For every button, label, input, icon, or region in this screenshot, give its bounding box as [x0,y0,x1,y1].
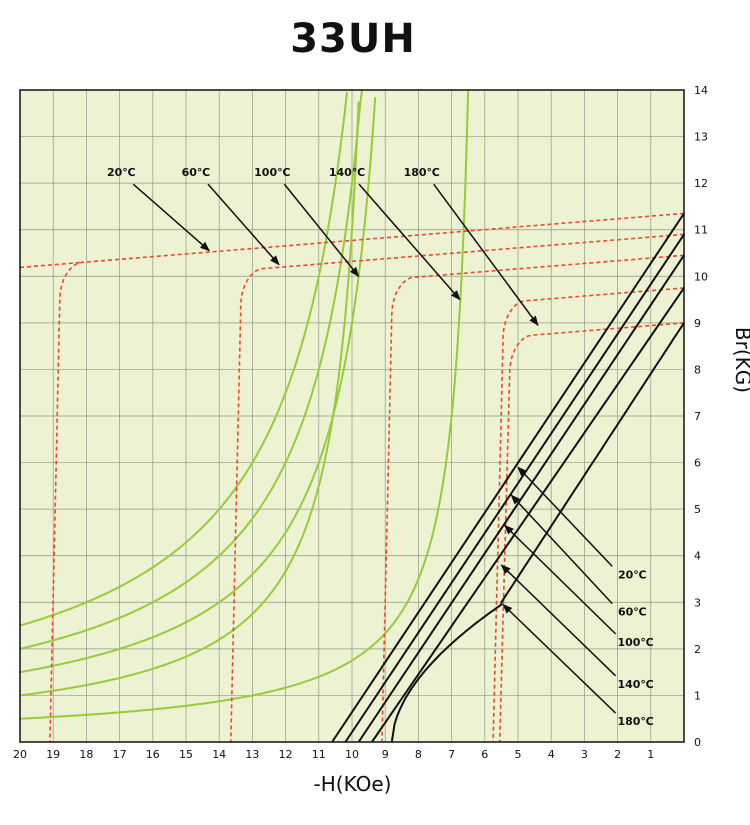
energy-curve-1 [19,92,348,627]
temp-arrow-top [132,183,210,252]
energy-product-curves [19,89,470,720]
x-tick-label: 17 [113,748,127,761]
temp-arrow-top [433,183,539,326]
y-tick-label: 14 [694,84,708,97]
x-tick-label: 13 [245,748,259,761]
intrinsic-curve-180℃ [390,322,685,743]
temp-arrow-top [283,183,360,278]
demag-curve-20℃ [49,212,685,743]
y-tick-label: 7 [694,410,701,423]
energy-curve-4 [19,101,360,697]
temp-label-top: 180℃ [404,166,440,179]
temp-arrow-right [500,564,617,677]
y-tick-label: 12 [694,177,708,190]
x-tick-label: 11 [312,748,326,761]
energy-curve-3 [19,97,377,674]
x-tick-label: 18 [79,748,93,761]
x-tick-label: 15 [179,748,193,761]
x-tick-label: 10 [345,748,359,761]
chart-title: 33UH [290,16,416,62]
temp-label-top: 20℃ [107,166,136,179]
x-tick-label: 19 [46,748,60,761]
temperature-arrows [132,183,617,714]
demag-curve-60℃ [230,233,685,743]
y-tick-label: 9 [694,317,701,330]
x-tick-label: 5 [515,748,522,761]
energy-curve-2 [19,89,363,650]
temp-label-right: 20℃ [618,568,647,581]
intrinsic-curve-60℃ [344,233,685,743]
y-tick-label: 10 [694,270,708,283]
intrinsic-curve-20℃ [331,212,685,743]
demag-curve-100℃ [381,254,685,743]
x-tick-label: 12 [279,748,293,761]
x-tick-label: 1 [647,748,654,761]
x-axis-ticks: 20 19 18 17 16 15 14 13 12 11 10 9 8 7 6 5 4 3 2 1 [13,748,654,761]
y-axis-label: Br(KG) [731,326,750,394]
temp-arrow-right [502,603,617,714]
intrinsic-curve-100℃ [357,254,685,743]
temp-arrow-right [504,524,617,635]
temp-label-right: 60℃ [618,606,647,619]
y-tick-label: 3 [694,596,701,609]
temp-label-top: 100℃ [254,166,290,179]
temp-arrow-right [510,494,613,605]
y-tick-label: 0 [694,736,701,749]
temp-arrow-right [517,466,613,567]
x-tick-label: 4 [548,748,555,761]
temperature-labels: 20℃ 60℃ 100℃ 140℃ 180℃ 20℃ 60℃ 100℃ 140℃ 180℃ [107,166,654,728]
x-tick-label: 8 [415,748,422,761]
x-tick-label: 16 [146,748,160,761]
demagnetization-curves [19,212,685,743]
x-tick-label: 7 [448,748,455,761]
x-tick-label: 9 [382,748,389,761]
temp-arrow-top [207,183,280,266]
temp-label-right: 100℃ [617,636,653,649]
energy-curve-5 [19,89,470,720]
y-tick-label: 4 [694,550,701,563]
intrinsic-curves [331,212,685,743]
temp-label-top: 140℃ [329,166,365,179]
x-tick-label: 2 [614,748,621,761]
temp-label-right: 140℃ [617,678,653,691]
y-tick-label: 2 [694,643,701,656]
demag-extension-20℃ [19,261,80,269]
temp-arrow-top [358,183,461,301]
x-tick-label: 6 [481,748,488,761]
x-tick-label: 3 [581,748,588,761]
demag-curve-180℃ [498,322,685,743]
y-tick-label: 5 [694,503,701,516]
y-tick-label: 6 [694,457,701,470]
x-axis-label: -H(KOe) [313,772,392,796]
x-tick-label: 14 [212,748,226,761]
y-tick-label: 13 [694,131,708,144]
y-tick-label: 11 [694,224,708,237]
x-tick-label: 20 [13,748,27,761]
plot-frame [19,89,685,743]
y-tick-label: 1 [694,689,701,702]
intrinsic-curve-140℃ [371,287,685,743]
temp-label-top: 60℃ [182,166,211,179]
temp-label-right: 180℃ [617,715,653,728]
y-tick-label: 8 [694,363,701,376]
